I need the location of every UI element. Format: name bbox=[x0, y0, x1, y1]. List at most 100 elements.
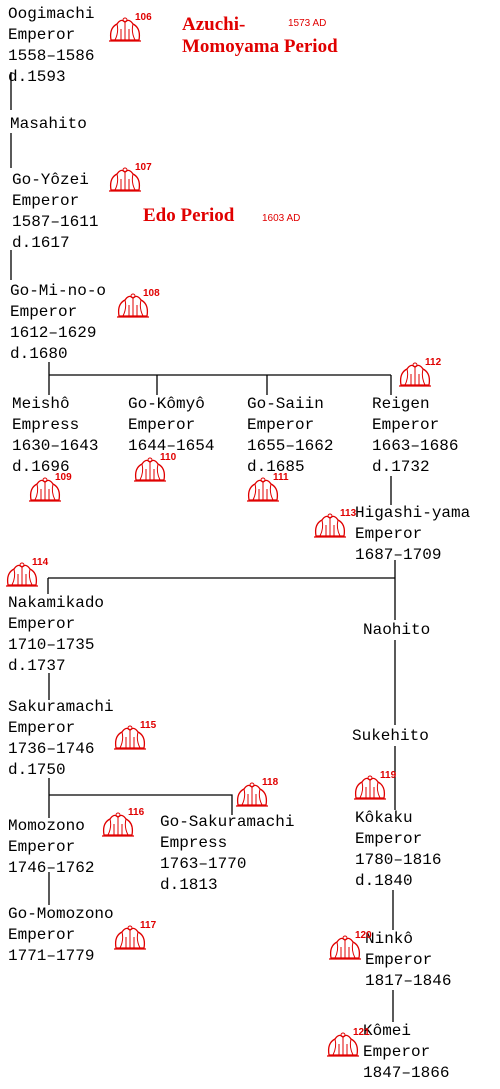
person-text: 1663–1686 bbox=[372, 437, 458, 455]
connectors bbox=[10, 72, 396, 1022]
period-year: 1573 AD bbox=[288, 18, 326, 29]
person-node: Reigen Emperor 1663–1686 d.1732 112 bbox=[372, 357, 458, 476]
person-text: 1780–1816 bbox=[355, 851, 441, 869]
person-text: Sakuramachi bbox=[8, 698, 114, 716]
period-name: Momoyama Period bbox=[182, 36, 338, 57]
person-text: 1710–1735 bbox=[8, 636, 94, 654]
person-text: d.1737 bbox=[8, 657, 66, 675]
period-year: 1603 AD bbox=[262, 213, 300, 224]
period-label: Azuchi-Momoyama Period 1573 AD bbox=[182, 14, 338, 57]
person-text: Go-Yôzei bbox=[12, 171, 89, 189]
person-text: Go-Saiin bbox=[247, 395, 324, 413]
crest-number: 112 bbox=[425, 357, 442, 368]
crest-number: 111 bbox=[273, 472, 289, 483]
person-text: 1847–1866 bbox=[363, 1064, 449, 1082]
crest-number: 120 bbox=[355, 930, 372, 941]
person-text: Emperor bbox=[363, 1043, 430, 1061]
person-text: d.1732 bbox=[372, 458, 430, 476]
crest-number: 114 bbox=[32, 557, 49, 568]
person-text: Oogimachi bbox=[8, 5, 94, 23]
person-node: Kômei Emperor 1847–1866 121 bbox=[326, 1022, 449, 1082]
person-text: Emperor bbox=[8, 719, 75, 737]
person-text: Emperor bbox=[128, 416, 195, 434]
person-text: Emperor bbox=[8, 838, 75, 856]
person-node: Go-Momozono Emperor 1771–1779 117 bbox=[8, 905, 157, 965]
person-text: 1630–1643 bbox=[12, 437, 98, 455]
person-text: Empress bbox=[12, 416, 79, 434]
crest-number: 119 bbox=[380, 770, 397, 781]
person-text: d.1750 bbox=[8, 761, 66, 779]
person-node: Oogimachi Emperor 1558–1586 d.1593 106 bbox=[8, 5, 152, 86]
person-node: Masahito bbox=[10, 115, 87, 133]
person-node: Nakamikado Emperor 1710–1735 d.1737 114 bbox=[5, 557, 104, 675]
person-node: Go-Sakuramachi Empress 1763–1770 d.1813 118 bbox=[160, 777, 294, 894]
crest-number: 116 bbox=[128, 807, 145, 818]
person-text: Emperor bbox=[365, 951, 432, 969]
crest-number: 118 bbox=[262, 777, 279, 788]
person-text: Kômei bbox=[363, 1022, 411, 1040]
crest-number: 109 bbox=[55, 472, 72, 483]
person-text: 1746–1762 bbox=[8, 859, 94, 877]
person-text: d.1617 bbox=[12, 234, 70, 252]
person-text: d.1696 bbox=[12, 458, 70, 476]
person-text: 1644–1654 bbox=[128, 437, 214, 455]
person-text: 1612–1629 bbox=[10, 324, 96, 342]
period-label: Edo Period 1603 AD bbox=[143, 205, 300, 226]
person-node: Naohito bbox=[363, 621, 430, 639]
person-text: Emperor bbox=[372, 416, 439, 434]
person-text: Emperor bbox=[10, 303, 77, 321]
person-text: Higashi-yama bbox=[355, 504, 471, 522]
person-text: Reigen bbox=[372, 395, 430, 413]
person-text: Emperor bbox=[12, 192, 79, 210]
person-node: Sukehito bbox=[352, 727, 429, 745]
person-node: Higashi-yama Emperor 1687–1709 113 bbox=[313, 504, 471, 564]
crest-number: 106 bbox=[135, 12, 152, 23]
person-text: Go-Sakuramachi bbox=[160, 813, 294, 831]
person-text: d.1593 bbox=[8, 68, 66, 86]
crest-number: 110 bbox=[160, 452, 177, 463]
person-text: Meishô bbox=[12, 395, 70, 413]
person-text: Emperor bbox=[355, 525, 422, 543]
person-text: Sukehito bbox=[352, 727, 429, 745]
crest-number: 113 bbox=[340, 508, 357, 519]
person-node: Momozono Emperor 1746–1762 116 bbox=[8, 807, 145, 877]
person-node: Ninkô Emperor 1817–1846 120 bbox=[328, 930, 451, 990]
person-text: Go-Kômyô bbox=[128, 395, 205, 413]
crest-number: 115 bbox=[140, 720, 157, 731]
person-text: Emperor bbox=[355, 830, 422, 848]
person-node: Kôkaku Emperor 1780–1816 d.1840 119 bbox=[353, 770, 441, 890]
person-text: 1687–1709 bbox=[355, 546, 441, 564]
person-text: 1558–1586 bbox=[8, 47, 94, 65]
person-text: d.1840 bbox=[355, 872, 413, 890]
person-node: Go-Mi-no-o Emperor 1612–1629 d.1680 108 bbox=[10, 282, 160, 363]
person-text: Go-Mi-no-o bbox=[10, 282, 106, 300]
person-text: 1587–1611 bbox=[12, 213, 98, 231]
person-text: 1763–1770 bbox=[160, 855, 246, 873]
person-text: Empress bbox=[160, 834, 227, 852]
crest-number: 107 bbox=[135, 162, 152, 173]
person-text: Naohito bbox=[363, 621, 430, 639]
person-text: d.1685 bbox=[247, 458, 305, 476]
person-node: Go-Yôzei Emperor 1587–1611 d.1617 107 bbox=[12, 162, 152, 252]
person-text: d.1813 bbox=[160, 876, 218, 894]
person-text: d.1680 bbox=[10, 345, 68, 363]
person-text: Nakamikado bbox=[8, 594, 104, 612]
person-text: Emperor bbox=[8, 26, 75, 44]
person-text: 1817–1846 bbox=[365, 972, 451, 990]
person-node: Sakuramachi Emperor 1736–1746 d.1750 115 bbox=[8, 698, 157, 779]
crest-number: 117 bbox=[140, 920, 157, 931]
crest-number: 121 bbox=[353, 1027, 370, 1038]
person-text: Go-Momozono bbox=[8, 905, 114, 923]
period-name: Edo Period bbox=[143, 205, 235, 226]
person-text: Momozono bbox=[8, 817, 85, 835]
person-text: Ninkô bbox=[365, 930, 413, 948]
crest-number: 108 bbox=[143, 288, 160, 299]
period-name: Azuchi- bbox=[182, 14, 245, 35]
person-text: Emperor bbox=[8, 926, 75, 944]
person-text: Emperor bbox=[247, 416, 314, 434]
person-text: 1736–1746 bbox=[8, 740, 94, 758]
